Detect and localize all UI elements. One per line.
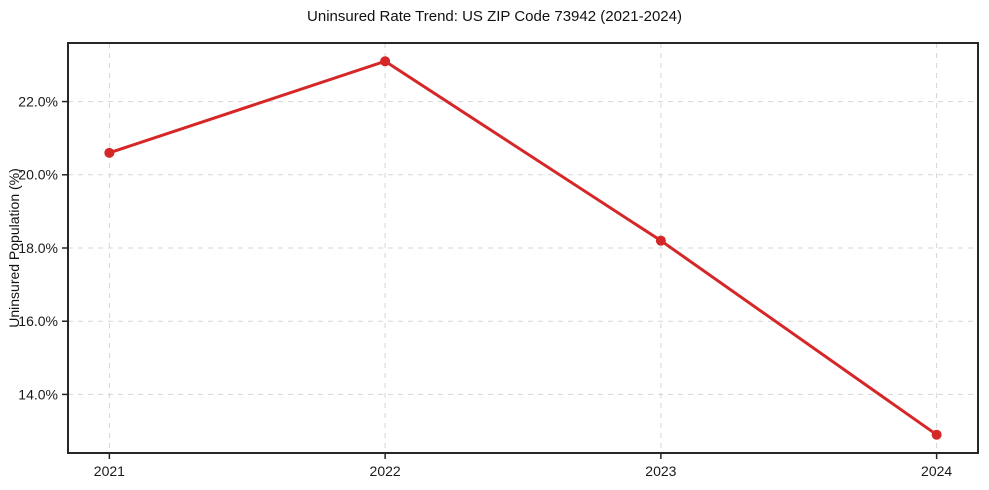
x-tick-label: 2023 xyxy=(645,463,676,479)
y-tick-label: 14.0% xyxy=(18,386,58,402)
y-tick-label: 18.0% xyxy=(18,240,58,256)
x-tick-label: 2022 xyxy=(370,463,401,479)
data-point-2021 xyxy=(104,147,115,158)
y-tick-label: 20.0% xyxy=(18,167,58,183)
data-point-2022 xyxy=(380,56,391,67)
data-point-2023 xyxy=(655,235,666,246)
x-tick-label: 2021 xyxy=(94,463,125,479)
y-tick-label: 22.0% xyxy=(18,93,58,109)
chart-title: Uninsured Rate Trend: US ZIP Code 73942 … xyxy=(307,8,682,25)
trend-line xyxy=(107,59,939,437)
data-point-2024 xyxy=(931,429,942,440)
x-tick-label: 2024 xyxy=(921,463,952,479)
y-tick-label: 16.0% xyxy=(18,313,58,329)
